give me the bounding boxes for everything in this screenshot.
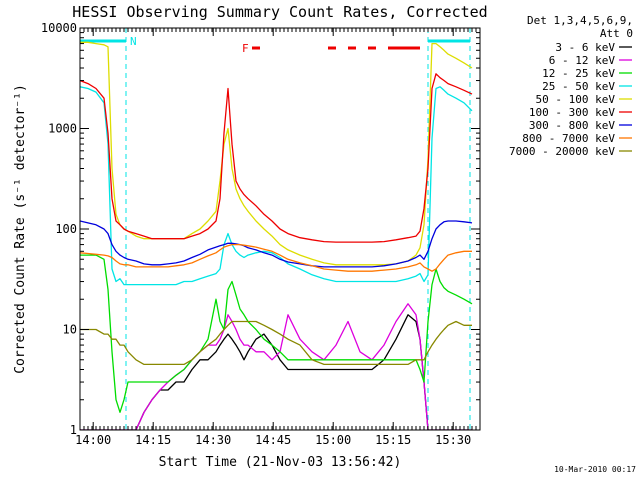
series-line-5 [80, 73, 473, 243]
x-tick-label-5: 15:15 [375, 433, 411, 447]
x-axis-label: Start Time (21-Nov-03 13:56:42) [159, 455, 402, 470]
x-tick-label-4: 15:00 [315, 433, 351, 447]
legend-label-1: 6 - 12 keV [549, 54, 616, 67]
legend-label-5: 100 - 300 keV [529, 106, 615, 119]
flag-label-N: N [130, 35, 137, 48]
series-layer [80, 41, 473, 430]
legend-label-2: 12 - 25 keV [542, 67, 615, 80]
series-line-8 [80, 320, 472, 366]
chart-title: HESSI Observing Summary Count Rates, Cor… [72, 3, 487, 21]
y-tick-label-2: 100 [55, 222, 77, 236]
x-tick-label-3: 14:45 [255, 433, 291, 447]
legend-label-4: 50 - 100 keV [536, 93, 616, 106]
legend-label-0: 3 - 6 keV [555, 41, 615, 54]
series-line-3 [80, 86, 473, 286]
legend-label-7: 800 - 7000 keV [522, 132, 615, 145]
axis-layer: 1 10 100 1000 10000 14:00 14:15 14:30 14:45 15:00… [41, 21, 481, 447]
legend-label-8: 7000 - 20000 keV [509, 145, 615, 158]
y-tick-label-0: 1 [70, 423, 77, 437]
legend-label-6: 300 - 800 keV [529, 119, 615, 132]
x-tick-label-1: 14:15 [135, 433, 171, 447]
legend-label-3: 25 - 50 keV [542, 80, 615, 93]
date-stamp: 10-Mar-2010 00:17 [554, 465, 636, 474]
legend-header-line-1: Det 1,3,4,5,6,9, [527, 14, 633, 27]
y-axis-label: Corrected Count Rate (s⁻¹ detector⁻¹) [13, 84, 28, 374]
y-tick-label-3: 1000 [48, 122, 77, 136]
x-tick-label-2: 14:30 [195, 433, 231, 447]
legend-header-line-2: Att 0 [600, 27, 633, 40]
series-line-2 [80, 254, 473, 413]
flag-label-F: F [242, 42, 249, 55]
series-line-6 [80, 220, 473, 268]
night-markers [125, 28, 471, 430]
y-tick-label-1: 10 [63, 323, 77, 337]
x-tick-label-0: 14:00 [75, 433, 111, 447]
x-tick-label-6: 15:30 [435, 433, 471, 447]
series-line-7 [80, 243, 472, 272]
series-line-1 [80, 303, 472, 430]
flags-layer: NF [80, 35, 470, 55]
y-tick-label-4: 10000 [41, 21, 77, 35]
